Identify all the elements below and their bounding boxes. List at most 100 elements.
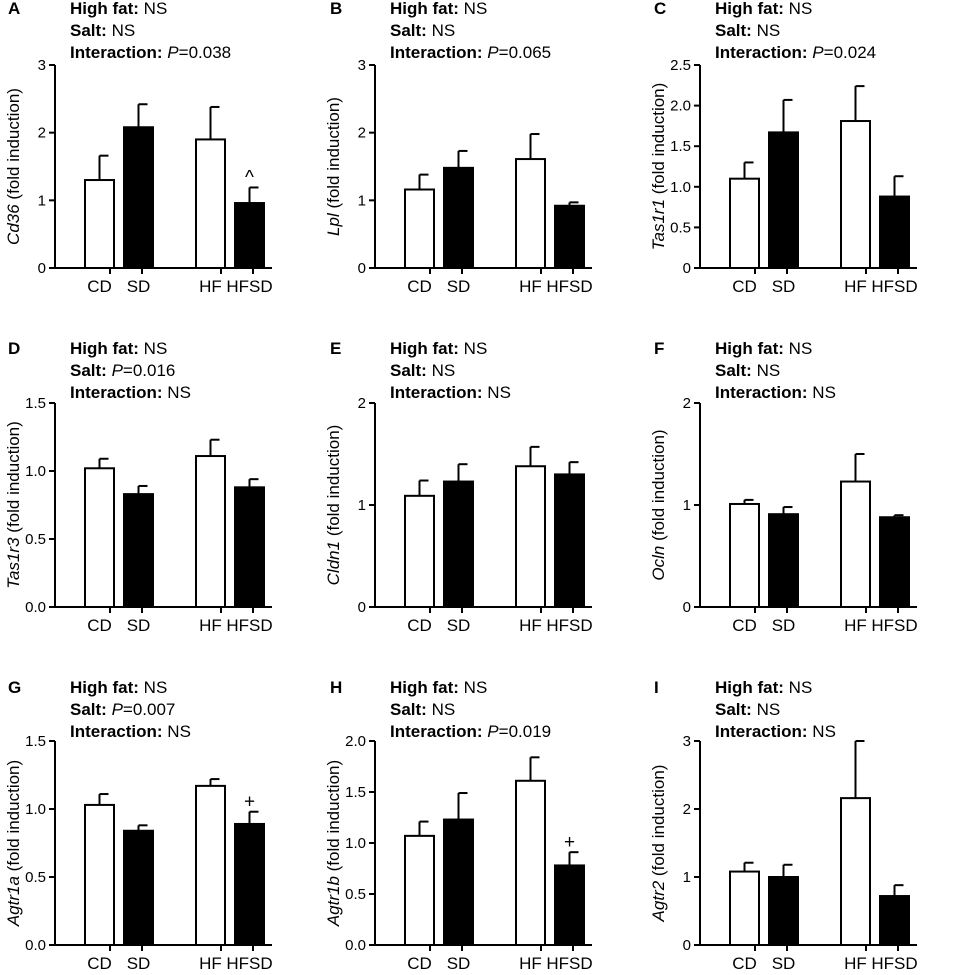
y-tick-label: 0.5: [25, 869, 46, 886]
y-tick-label: 0: [683, 599, 691, 616]
y-tick-label: 1: [683, 497, 691, 514]
y-tick-label: 1.5: [25, 395, 46, 412]
y-tick-label: 1.0: [670, 179, 691, 196]
x-category-label: HF: [519, 954, 542, 973]
bar-hfsd: [554, 864, 585, 946]
y-tick-label: 1: [358, 497, 366, 514]
panel-letter: E: [330, 339, 341, 358]
bar-sd: [123, 829, 154, 947]
y-tick-label: 0.5: [670, 219, 691, 236]
panel-c: C High fat: NS Salt: NS Interaction: P=0.02…: [649, 0, 918, 296]
x-category-label: HF: [199, 277, 222, 296]
y-tick-label: 0.5: [345, 886, 366, 903]
bar-sd: [768, 513, 799, 608]
bar-cd: [729, 177, 760, 269]
bar-hfsd: [234, 202, 265, 269]
y-tick-label: 0: [683, 937, 691, 954]
stat-interaction: Interaction: NS: [390, 383, 511, 402]
bar-hf: [840, 480, 871, 609]
bar-hfsd: [879, 516, 910, 608]
bar-hf: [195, 455, 226, 609]
x-category-label: SD: [772, 277, 796, 296]
panel-letter: H: [330, 678, 342, 697]
y-axis-label: Agtr2 (fold induction): [649, 765, 668, 923]
stat-high-fat: High fat: NS: [390, 339, 487, 358]
x-category-label: HFSD: [871, 954, 917, 973]
y-tick-label: 0: [358, 260, 366, 277]
bar-hf: [195, 784, 226, 946]
y-tick-label: 3: [38, 57, 46, 74]
y-tick-label: 1: [358, 192, 366, 209]
x-category-label: SD: [447, 277, 471, 296]
x-category-label: HFSD: [546, 954, 592, 973]
panel-b: B High fat: NS Salt: NS Interaction: P=0.06…: [324, 0, 593, 296]
bar-hfsd: [554, 473, 585, 608]
bar-cd: [84, 803, 115, 946]
bar-sd: [768, 876, 799, 946]
x-category-label: HFSD: [226, 954, 272, 973]
bar-sd: [443, 480, 474, 609]
y-tick-label: 2: [683, 395, 691, 412]
y-axis-label: Agtr1a (fold induction): [4, 760, 23, 927]
x-category-label: CD: [87, 954, 112, 973]
x-category-label: HF: [199, 616, 222, 635]
panel-d: D High fat: NS Salt: P=0.016 Interaction: N…: [4, 339, 273, 635]
panel-letter: I: [654, 678, 659, 697]
y-tick-label: 3: [358, 57, 366, 74]
bar-cd: [404, 494, 435, 609]
y-tick-label: 0.0: [345, 937, 366, 954]
bar-sd: [443, 166, 474, 269]
y-tick-label: 0: [38, 260, 46, 277]
stat-salt: Salt: P=0.007: [70, 700, 175, 719]
panel-a: A High fat: NS Salt: NS Interaction: P=0.03…: [4, 0, 273, 296]
y-tick-label: 2.5: [670, 57, 691, 74]
bar-sd: [123, 126, 154, 270]
y-tick-label: 0: [683, 260, 691, 277]
x-category-label: CD: [87, 277, 112, 296]
x-category-label: CD: [407, 277, 432, 296]
bar-hf: [515, 158, 546, 270]
stat-salt: Salt: NS: [715, 700, 780, 719]
stat-high-fat: High fat: NS: [715, 678, 812, 697]
y-tick-label: 1: [38, 192, 46, 209]
y-tick-label: 1.5: [670, 138, 691, 155]
x-category-label: SD: [447, 954, 471, 973]
panel-g: G High fat: NS Salt: P=0.007 Interaction: N…: [4, 678, 273, 973]
bar-sd: [123, 493, 154, 608]
y-axis-label: Ocln (fold induction): [649, 429, 668, 580]
bar-cd: [404, 188, 435, 269]
x-category-label: HFSD: [546, 277, 592, 296]
bar-cd: [729, 870, 760, 946]
bar-cd: [84, 467, 115, 608]
y-tick-label: 2: [683, 801, 691, 818]
bar-hfsd: [879, 895, 910, 946]
x-category-label: CD: [732, 616, 757, 635]
bar-hf: [195, 138, 226, 269]
y-tick-label: 3: [683, 733, 691, 750]
panel-letter: D: [8, 339, 20, 358]
y-axis-label: Cd36 (fold induction): [4, 88, 23, 245]
stat-interaction: Interaction: P=0.019: [390, 722, 551, 741]
panel-e: E High fat: NS Salt: NS Interaction: NS Cldn…: [324, 339, 593, 635]
y-tick-label: 1.5: [25, 733, 46, 750]
stat-salt: Salt: P=0.016: [70, 361, 175, 380]
x-category-label: SD: [127, 277, 151, 296]
stat-high-fat: High fat: NS: [70, 339, 167, 358]
x-category-label: SD: [127, 954, 151, 973]
panel-f: F High fat: NS Salt: NS Interaction: NS Ocln…: [649, 339, 918, 635]
y-axis-label: Lpl (fold induction): [324, 97, 343, 236]
stat-salt: Salt: NS: [715, 361, 780, 380]
y-tick-label: 2: [38, 125, 46, 142]
y-axis-label: Tas1r3 (fold induction): [4, 421, 23, 589]
y-tick-label: 1: [683, 869, 691, 886]
y-axis-label: Tas1r1 (fold induction): [649, 83, 668, 251]
panel-letter: G: [8, 678, 21, 697]
y-tick-label: 1.0: [25, 801, 46, 818]
bar-hfsd: [234, 822, 265, 947]
panel-h: H High fat: NS Salt: NS Interaction: P=0.01…: [324, 678, 593, 973]
x-category-label: CD: [87, 616, 112, 635]
y-tick-label: 0.5: [25, 531, 46, 548]
stat-interaction: Interaction: P=0.065: [390, 43, 551, 62]
x-category-label: HFSD: [871, 616, 917, 635]
